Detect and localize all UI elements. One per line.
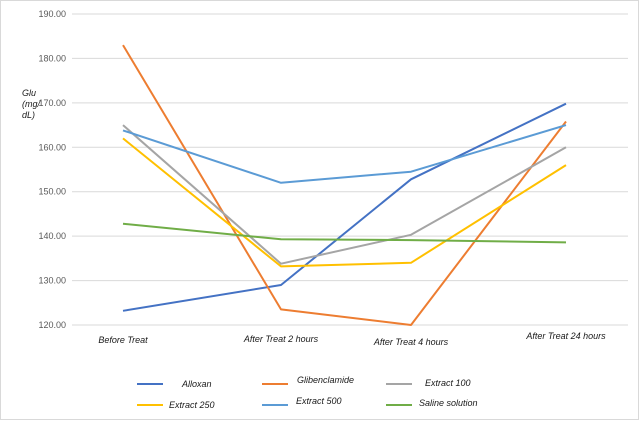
series-line-saline-solution: [122, 222, 567, 244]
y-axis-label-line: (mg/: [22, 99, 41, 109]
y-tick-label: 150.00: [38, 187, 66, 197]
y-tick-label: 130.00: [38, 276, 66, 286]
y-axis-ticks: 120.00 130.00 140.00 150.00 160.00 170.00 180.…: [38, 9, 66, 330]
x-tick-label: Before Treat: [98, 335, 148, 345]
x-tick-label: After Treat 2 hours: [243, 334, 319, 344]
y-tick-label: 190.00: [38, 9, 66, 19]
y-tick-label: 120.00: [38, 320, 66, 330]
y-axis-label-line: Glu: [22, 88, 36, 98]
series-line-extract-500: [122, 124, 567, 184]
y-tick-label: 160.00: [38, 142, 66, 152]
legend-label: Extract 250: [169, 400, 215, 410]
legend-label: Glibenclamide: [297, 375, 354, 385]
y-tick-label: 180.00: [38, 53, 66, 63]
legend-label: Extract 500: [296, 396, 342, 406]
series-lines: [122, 44, 567, 326]
legend-label: Extract 100: [425, 378, 471, 388]
gridlines: [72, 13, 628, 326]
legend-label: Alloxan: [181, 379, 212, 389]
y-tick-label: 170.00: [38, 98, 66, 108]
y-axis-label-line: dL): [22, 110, 35, 120]
series-line-glibenclamide: [122, 44, 567, 326]
legend-label: Saline solution: [419, 398, 478, 408]
series-line-extract-250: [122, 137, 567, 268]
series-line-extract-100: [122, 124, 567, 265]
legend: Alloxan Glibenclamide Extract 100 Extract 2…: [137, 375, 478, 410]
x-axis-categories: Before Treat After Treat 2 hours After Tre…: [98, 331, 606, 347]
series-line-alloxan: [122, 102, 567, 312]
x-tick-label: After Treat 4 hours: [373, 337, 449, 347]
y-tick-label: 140.00: [38, 231, 66, 241]
y-axis-label: Glu(mg/dL): [22, 88, 41, 120]
x-tick-label: After Treat 24 hours: [525, 331, 606, 341]
